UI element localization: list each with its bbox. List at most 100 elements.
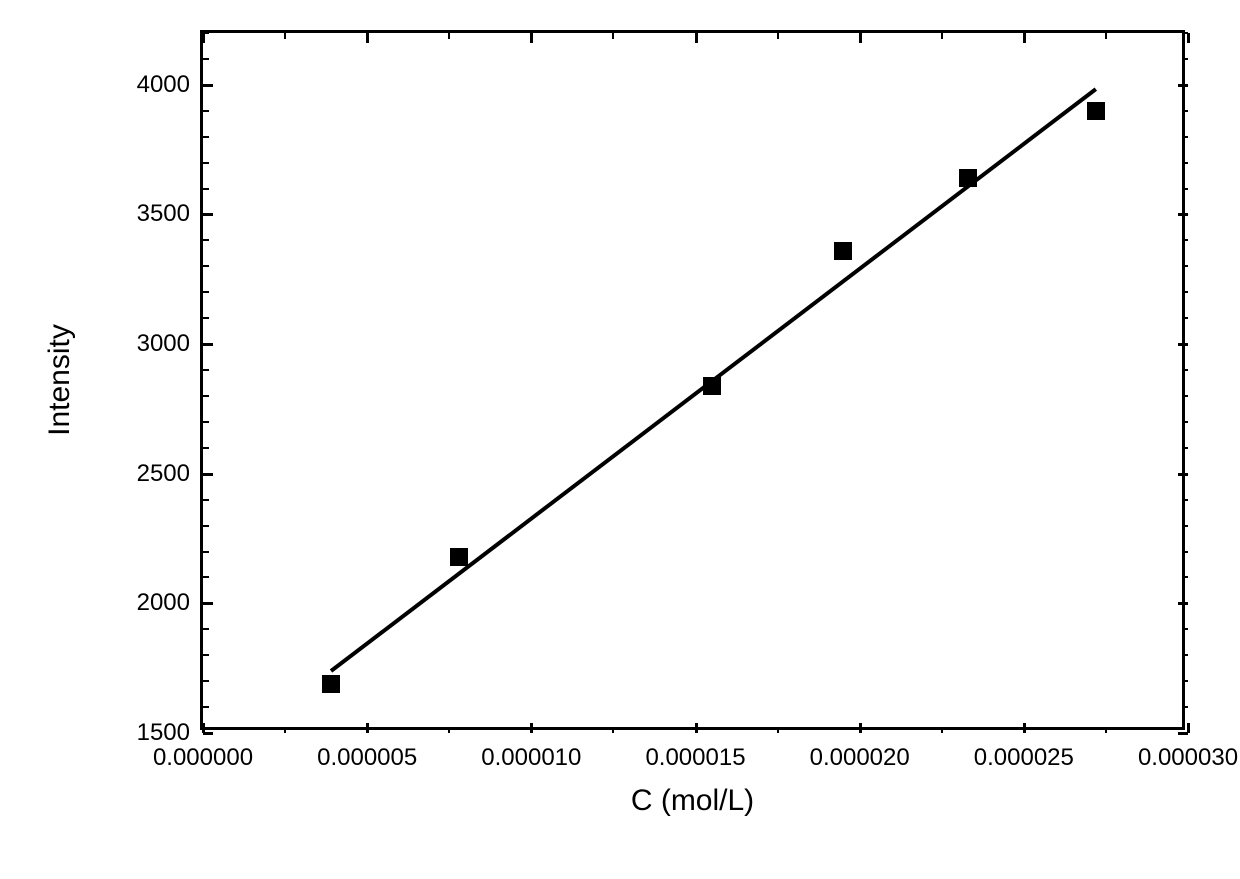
y-minor-tick-right	[1182, 58, 1188, 60]
y-tick	[203, 343, 213, 346]
y-minor-tick-right	[1182, 395, 1188, 397]
x-tick-top	[530, 33, 533, 43]
y-minor-tick	[203, 654, 209, 656]
x-minor-tick-top	[1105, 33, 1107, 39]
y-minor-tick-right	[1182, 525, 1188, 527]
data-point	[703, 377, 721, 395]
y-minor-tick	[203, 58, 209, 60]
y-minor-tick-right	[1182, 576, 1188, 578]
y-minor-tick	[203, 32, 209, 34]
y-tick-label: 1500	[120, 719, 190, 747]
y-minor-tick	[203, 680, 209, 682]
x-minor-tick-top	[777, 33, 779, 39]
x-tick-label: 0.000005	[317, 744, 417, 772]
y-minor-tick	[203, 395, 209, 397]
y-tick-right	[1178, 84, 1188, 87]
y-tick-label: 4000	[120, 71, 190, 99]
y-minor-tick	[203, 369, 209, 371]
y-minor-tick	[203, 525, 209, 527]
x-tick	[859, 723, 862, 733]
x-tick	[530, 723, 533, 733]
y-minor-tick-right	[1182, 706, 1188, 708]
y-tick-label: 2000	[120, 589, 190, 617]
x-tick	[1023, 723, 1026, 733]
y-tick-label: 2500	[120, 460, 190, 488]
y-minor-tick-right	[1182, 110, 1188, 112]
y-minor-tick-right	[1182, 421, 1188, 423]
y-tick-right	[1178, 732, 1188, 735]
y-minor-tick	[203, 291, 209, 293]
y-minor-tick-right	[1182, 291, 1188, 293]
y-tick-right	[1178, 343, 1188, 346]
y-tick	[203, 602, 213, 605]
y-minor-tick	[203, 576, 209, 578]
y-minor-tick-right	[1182, 680, 1188, 682]
y-tick-label: 3000	[120, 330, 190, 358]
y-minor-tick-right	[1182, 499, 1188, 501]
y-minor-tick	[203, 317, 209, 319]
y-tick	[203, 213, 213, 216]
x-minor-tick	[777, 727, 779, 733]
x-minor-tick-top	[612, 33, 614, 39]
x-minor-tick-top	[448, 33, 450, 39]
y-tick	[203, 732, 213, 735]
data-point	[1087, 102, 1105, 120]
y-minor-tick-right	[1182, 551, 1188, 553]
y-minor-tick	[203, 706, 209, 708]
x-tick	[695, 723, 698, 733]
y-minor-tick-right	[1182, 265, 1188, 267]
data-point	[834, 242, 852, 260]
x-tick-label: 0.000000	[153, 744, 253, 772]
data-point	[322, 675, 340, 693]
y-tick	[203, 473, 213, 476]
y-tick-right	[1178, 473, 1188, 476]
x-minor-tick	[284, 727, 286, 733]
y-minor-tick	[203, 188, 209, 190]
x-tick-top	[1023, 33, 1026, 43]
x-tick-label: 0.000020	[810, 744, 910, 772]
y-minor-tick-right	[1182, 654, 1188, 656]
y-minor-tick	[203, 239, 209, 241]
y-minor-tick	[203, 499, 209, 501]
y-axis-title: Intensity	[43, 324, 77, 436]
x-tick-top	[366, 33, 369, 43]
x-tick	[366, 723, 369, 733]
y-minor-tick	[203, 265, 209, 267]
x-tick-top	[202, 33, 205, 43]
x-axis-title: C (mol/L)	[631, 784, 754, 818]
x-tick-label: 0.000015	[645, 744, 745, 772]
y-minor-tick-right	[1182, 317, 1188, 319]
y-minor-tick-right	[1182, 162, 1188, 164]
y-minor-tick	[203, 162, 209, 164]
y-minor-tick-right	[1182, 32, 1188, 34]
y-tick	[203, 84, 213, 87]
x-tick-top	[859, 33, 862, 43]
y-minor-tick	[203, 110, 209, 112]
y-minor-tick	[203, 136, 209, 138]
y-tick-right	[1178, 602, 1188, 605]
data-point	[450, 548, 468, 566]
x-minor-tick-top	[284, 33, 286, 39]
x-tick-label: 0.000030	[1138, 744, 1238, 772]
y-minor-tick-right	[1182, 369, 1188, 371]
x-tick-label: 0.000025	[974, 744, 1074, 772]
x-tick-label: 0.000010	[481, 744, 581, 772]
x-minor-tick	[448, 727, 450, 733]
x-minor-tick	[1105, 727, 1107, 733]
y-minor-tick	[203, 628, 209, 630]
y-minor-tick	[203, 447, 209, 449]
y-minor-tick-right	[1182, 136, 1188, 138]
y-minor-tick	[203, 421, 209, 423]
y-minor-tick	[203, 551, 209, 553]
y-minor-tick-right	[1182, 628, 1188, 630]
figure: Intensity C (mol/L) 0.000000 0.000005 0.00…	[0, 0, 1240, 879]
x-tick-top	[695, 33, 698, 43]
y-minor-tick-right	[1182, 188, 1188, 190]
y-tick-label: 3500	[120, 200, 190, 228]
y-minor-tick-right	[1182, 239, 1188, 241]
x-tick-top	[1187, 33, 1190, 43]
x-minor-tick	[612, 727, 614, 733]
y-minor-tick-right	[1182, 447, 1188, 449]
x-minor-tick	[941, 727, 943, 733]
x-minor-tick-top	[941, 33, 943, 39]
